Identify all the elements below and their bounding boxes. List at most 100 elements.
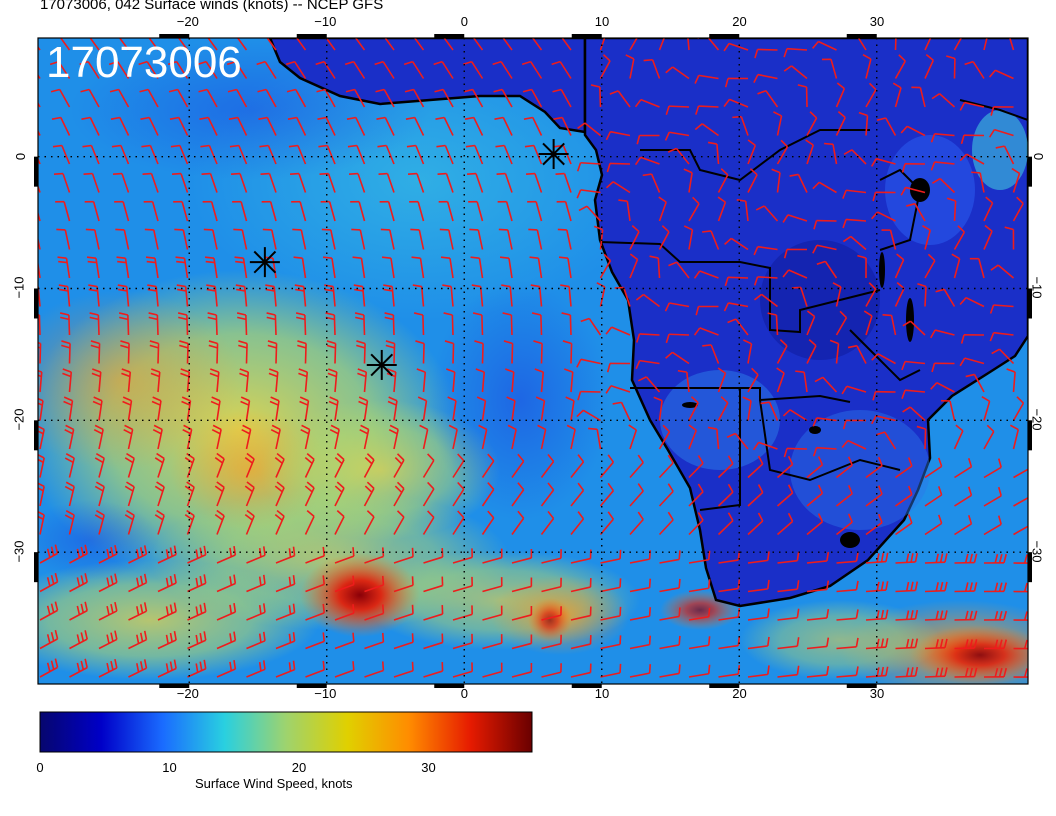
- wind-barb: [576, 409, 601, 422]
- wind-barb: [415, 340, 425, 364]
- wind-barb: [953, 225, 966, 250]
- wind-barb: [755, 205, 779, 222]
- wind-barb: [38, 341, 42, 364]
- wind-barb: [88, 284, 100, 307]
- colorbar-tick-label: 30: [421, 760, 436, 775]
- wind-barb: [895, 609, 919, 621]
- wind-barb: [287, 116, 307, 136]
- lon-tick-label: −10: [314, 686, 337, 701]
- wind-barb: [527, 200, 543, 222]
- wind-barb: [266, 38, 277, 51]
- wind-barb: [540, 510, 555, 535]
- wind-barb: [836, 666, 859, 678]
- wind-barb: [930, 329, 955, 339]
- wind-barb: [806, 310, 816, 336]
- wind-barb: [325, 38, 336, 51]
- wind-barb: [118, 312, 130, 336]
- wind-barb: [444, 340, 455, 364]
- wind-barb: [747, 168, 758, 193]
- wind-barb: [600, 549, 622, 564]
- wind-barb: [64, 424, 75, 450]
- wind-barb: [824, 142, 838, 165]
- wind-barb: [423, 633, 444, 650]
- wind-barb: [116, 256, 130, 279]
- wind-barb: [363, 453, 375, 478]
- wind-barb: [93, 424, 104, 450]
- wind-barb: [495, 144, 513, 165]
- wind-barb: [175, 256, 189, 279]
- wind-barb: [900, 186, 926, 196]
- wind-barb: [154, 481, 165, 507]
- wind-barb: [564, 368, 574, 393]
- wind-barb: [112, 172, 130, 193]
- wind-barb: [38, 236, 41, 250]
- wind-barb: [86, 256, 100, 279]
- wind-barb: [901, 360, 926, 371]
- wind-barb: [169, 116, 189, 136]
- wind-barb: [98, 573, 118, 593]
- wind-barb: [452, 548, 473, 564]
- wind-barb: [605, 326, 631, 336]
- wind-barb: [629, 253, 639, 279]
- wind-barb: [743, 339, 753, 364]
- wind-barb: [348, 172, 366, 193]
- wind-barb: [658, 511, 674, 536]
- wind-barb: [176, 284, 189, 307]
- wind-barb: [180, 368, 191, 393]
- wind-barb: [959, 296, 985, 308]
- wind-barb: [566, 424, 576, 450]
- wind-barb: [170, 144, 189, 165]
- wind-barb: [503, 340, 514, 364]
- wind-barb: [393, 547, 414, 564]
- wind-barb: [614, 286, 631, 307]
- wind-barb: [688, 550, 711, 564]
- wind-barb: [305, 546, 325, 564]
- wind-barb: [688, 607, 711, 621]
- wind-barb: [117, 284, 130, 307]
- wind-barb: [379, 200, 395, 222]
- lon-tick-label: −10: [314, 14, 337, 29]
- wind-barb: [836, 609, 859, 621]
- wind-barb: [953, 38, 963, 51]
- wind-barb: [1012, 196, 1024, 222]
- wind-barb: [64, 481, 75, 507]
- wind-barb: [600, 578, 622, 593]
- wind-barb: [492, 60, 513, 79]
- wind-barb: [688, 636, 711, 650]
- edge-tick: [709, 34, 740, 38]
- wind-barb: [842, 235, 867, 251]
- wind-barb: [570, 549, 592, 564]
- wind-barb: [236, 38, 248, 51]
- wind-barb: [154, 509, 165, 535]
- wind-barb: [206, 284, 218, 307]
- lon-tick-label: 10: [594, 686, 610, 701]
- wind-barb: [576, 358, 601, 368]
- wind-barb: [570, 578, 592, 593]
- wind-barb: [258, 116, 277, 136]
- wind-barb: [767, 312, 779, 336]
- lat-tick-label: −30: [1029, 540, 1045, 563]
- wind-barb: [481, 482, 495, 507]
- wind-barb: [797, 84, 808, 108]
- wind-barb: [525, 172, 543, 193]
- wind-barb: [289, 172, 307, 193]
- wind-barb: [298, 368, 309, 393]
- wind-barb: [782, 409, 808, 422]
- wind-barb: [782, 214, 808, 223]
- wind-barb: [629, 225, 640, 250]
- wind-barb: [98, 630, 118, 650]
- wind-barb: [240, 396, 251, 421]
- wind-barb: [924, 486, 943, 507]
- wind-barb: [836, 637, 859, 650]
- wind-barb: [814, 376, 838, 393]
- wind-barb: [871, 211, 896, 222]
- wind-barb: [642, 173, 661, 193]
- wind-barb: [482, 662, 503, 678]
- wind-barb: [717, 396, 729, 421]
- wind-barb: [995, 145, 1015, 165]
- wind-barb: [141, 144, 159, 165]
- wind-barb: [305, 575, 325, 593]
- wind-barb: [201, 172, 218, 193]
- wind-barb: [334, 632, 355, 650]
- wind-barb: [505, 368, 515, 393]
